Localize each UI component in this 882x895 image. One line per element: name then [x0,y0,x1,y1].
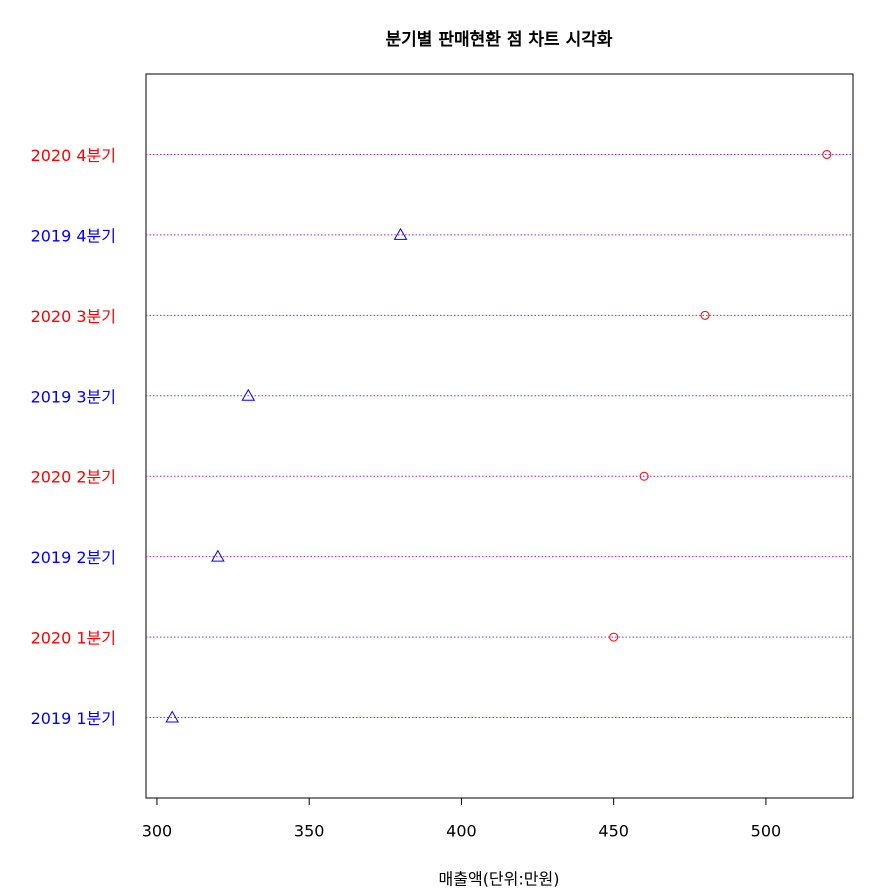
point [609,632,619,642]
chart-title: 분기별 판매현환 점 차트 시각화 [386,30,613,50]
x-tick-label: 450 [598,822,629,841]
x-tick-label: 500 [751,822,782,841]
point [700,310,710,320]
point [822,149,832,159]
point [241,388,256,401]
y-tick-label: 2020 2분기 [31,468,116,487]
point [210,549,225,562]
y-tick-label: 2020 1분기 [31,629,116,648]
y-tick-label: 2019 2분기 [31,548,116,567]
point [639,471,649,481]
y-tick-label: 2020 4분기 [31,146,116,165]
point [393,227,408,240]
plot-frame [145,73,854,799]
x-tick-label: 300 [142,822,173,841]
y-tick-label: 2019 3분기 [31,387,116,406]
y-tick-label: 2020 3분기 [31,307,116,326]
point [165,710,180,723]
x-axis-label: 매출액(단위:만원) [439,870,560,889]
x-tick-label: 400 [446,822,477,841]
x-tick-label: 350 [294,822,325,841]
y-tick-label: 2019 1분기 [31,709,116,728]
y-tick-label: 2019 4분기 [31,226,116,245]
